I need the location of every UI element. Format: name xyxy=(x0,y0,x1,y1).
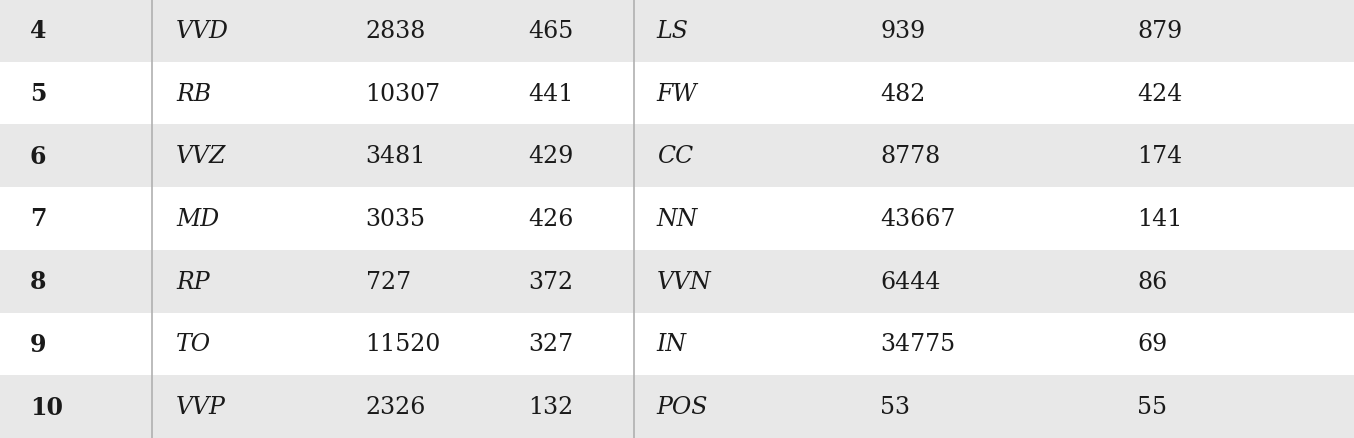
Text: 372: 372 xyxy=(528,270,573,293)
Text: RP: RP xyxy=(176,270,210,293)
Bar xyxy=(0,0,1354,63)
Text: 441: 441 xyxy=(528,82,574,105)
Text: 10307: 10307 xyxy=(366,82,440,105)
Text: POS: POS xyxy=(657,395,708,418)
Text: 4: 4 xyxy=(30,19,46,43)
Bar xyxy=(0,188,1354,250)
Bar xyxy=(0,125,1354,188)
Text: VVN: VVN xyxy=(657,270,711,293)
Text: FW: FW xyxy=(657,82,697,105)
Text: 2838: 2838 xyxy=(366,20,427,43)
Text: 7: 7 xyxy=(30,207,46,231)
Text: 34775: 34775 xyxy=(880,333,955,356)
Text: VVD: VVD xyxy=(176,20,229,43)
Text: 5: 5 xyxy=(30,82,46,106)
Text: 939: 939 xyxy=(880,20,925,43)
Text: 55: 55 xyxy=(1137,395,1167,418)
Bar xyxy=(0,250,1354,313)
Text: NN: NN xyxy=(657,208,697,230)
Text: 69: 69 xyxy=(1137,333,1167,356)
Text: 6: 6 xyxy=(30,145,46,168)
Text: CC: CC xyxy=(657,145,693,168)
Text: 9: 9 xyxy=(30,332,46,356)
Text: TO: TO xyxy=(176,333,211,356)
Text: RB: RB xyxy=(176,82,211,105)
Text: IN: IN xyxy=(657,333,686,356)
Text: LS: LS xyxy=(657,20,689,43)
Bar xyxy=(0,313,1354,375)
Text: 465: 465 xyxy=(528,20,573,43)
Text: 424: 424 xyxy=(1137,82,1183,105)
Text: MD: MD xyxy=(176,208,219,230)
Text: 327: 327 xyxy=(528,333,573,356)
Text: 482: 482 xyxy=(880,82,926,105)
Text: VVZ: VVZ xyxy=(176,145,226,168)
Text: 727: 727 xyxy=(366,270,410,293)
Text: 3035: 3035 xyxy=(366,208,425,230)
Text: 8778: 8778 xyxy=(880,145,940,168)
Text: 426: 426 xyxy=(528,208,574,230)
Text: 141: 141 xyxy=(1137,208,1183,230)
Text: 10: 10 xyxy=(30,395,62,419)
Text: 8: 8 xyxy=(30,270,46,293)
Text: 11520: 11520 xyxy=(366,333,441,356)
Text: 6444: 6444 xyxy=(880,270,941,293)
Text: 429: 429 xyxy=(528,145,574,168)
Text: 43667: 43667 xyxy=(880,208,956,230)
Text: 86: 86 xyxy=(1137,270,1167,293)
Bar xyxy=(0,375,1354,438)
Text: 174: 174 xyxy=(1137,145,1182,168)
Text: 3481: 3481 xyxy=(366,145,427,168)
Text: 2326: 2326 xyxy=(366,395,427,418)
Text: VVP: VVP xyxy=(176,395,226,418)
Bar xyxy=(0,63,1354,125)
Text: 53: 53 xyxy=(880,395,910,418)
Text: 132: 132 xyxy=(528,395,573,418)
Text: 879: 879 xyxy=(1137,20,1182,43)
